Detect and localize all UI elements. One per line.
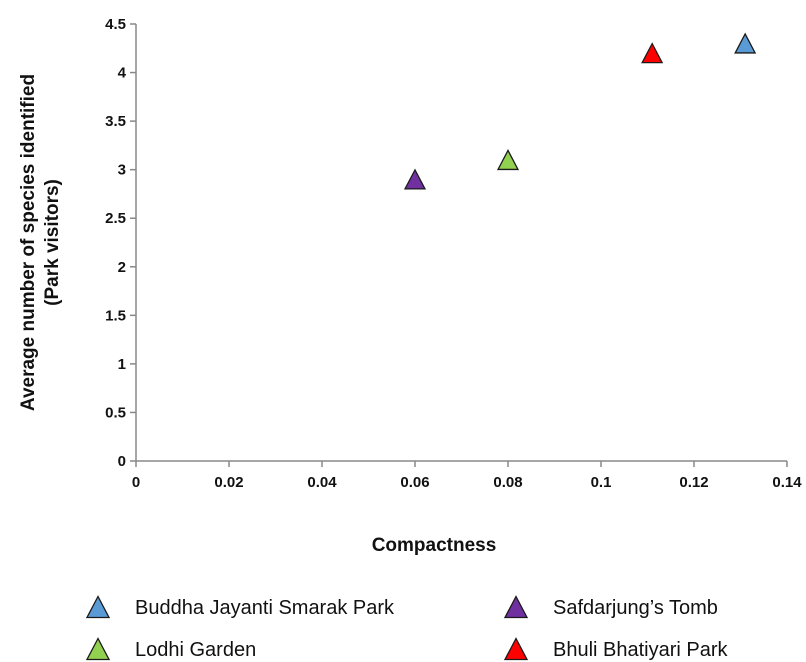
y-tick-label: 4.5 — [105, 16, 126, 33]
y-tick-label: 2 — [118, 259, 126, 276]
legend-label: Safdarjung’s Tomb — [553, 597, 718, 619]
y-tick-label: 1.5 — [105, 307, 126, 324]
data-points — [403, 32, 757, 190]
legend-item: Bhuli Bhatiyari Park — [503, 637, 729, 661]
legend-triangle-icon — [85, 637, 111, 661]
x-tick-label: 0.14 — [772, 474, 802, 491]
x-tick-label: 0.06 — [400, 474, 429, 491]
y-tick-label: 0 — [118, 453, 126, 470]
legend-triangle-icon — [503, 637, 529, 661]
legend: Buddha Jayanti Smarak Park Safdarjung’s T… — [85, 595, 729, 661]
data-point-3 — [496, 149, 520, 171]
data-point-1 — [734, 32, 757, 54]
x-tick-label: 0.08 — [493, 474, 522, 491]
y-tick-label: 3 — [118, 162, 126, 179]
x-tick-label: 0.04 — [307, 474, 337, 491]
y-axis-title-line: (Park visitors) — [42, 179, 63, 306]
y-tick-label: 2.5 — [105, 210, 126, 227]
y-axis-title-line: Average number of species identified — [18, 74, 39, 411]
legend-item: Safdarjung’s Tomb — [503, 595, 718, 619]
legend-item: Buddha Jayanti Smarak Park — [85, 595, 395, 619]
y-axis-title: Average number of species identified (Par… — [18, 74, 63, 411]
y-tick-label: 1 — [118, 356, 126, 373]
legend-label: Buddha Jayanti Smarak Park — [135, 597, 395, 619]
x-tick-label: 0 — [132, 474, 140, 491]
legend-label: Bhuli Bhatiyari Park — [553, 639, 729, 661]
y-axis-ticks: 0 0.5 1 1.5 2 2.5 3 3.5 4 4.5 — [105, 16, 136, 470]
y-tick-label: 3.5 — [105, 113, 126, 130]
y-tick-label: 0.5 — [105, 404, 126, 421]
data-point-2 — [403, 168, 427, 190]
x-tick-label: 0.02 — [214, 474, 243, 491]
x-tick-label: 0.12 — [679, 474, 708, 491]
data-point-4 — [641, 42, 664, 64]
y-tick-label: 4 — [118, 65, 127, 82]
legend-label: Lodhi Garden — [135, 639, 256, 661]
x-axis-title: Compactness — [372, 535, 497, 556]
legend-item: Lodhi Garden — [85, 637, 256, 661]
legend-triangle-icon — [85, 595, 111, 619]
x-tick-label: 0.1 — [591, 474, 612, 491]
x-axis-ticks: 0 0.02 0.04 0.06 0.08 0.1 0.12 0.14 — [132, 461, 802, 491]
legend-triangle-icon — [503, 595, 529, 619]
